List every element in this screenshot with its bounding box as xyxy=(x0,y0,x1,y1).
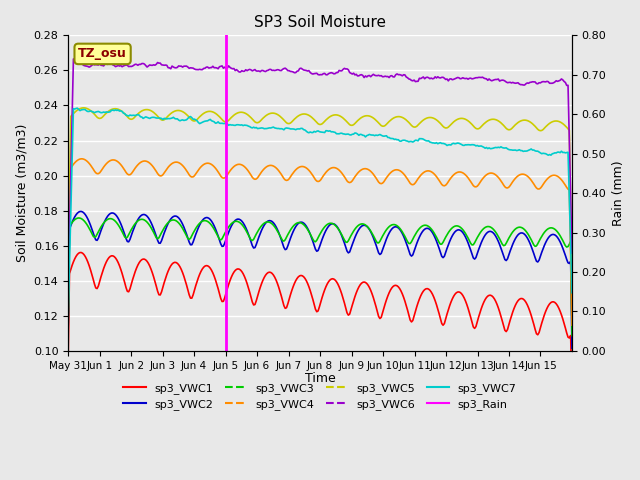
sp3_VWC6 xyxy=(83,63,90,69)
sp3_VWC4 xyxy=(500,182,508,188)
sp3_VWC1 xyxy=(566,335,573,341)
sp3_VWC4 xyxy=(566,187,573,193)
Text: TZ_osu: TZ_osu xyxy=(78,48,127,60)
sp3_VWC5 xyxy=(568,287,576,292)
sp3_VWC5 xyxy=(64,278,72,284)
sp3_VWC2 xyxy=(566,261,573,266)
sp3_VWC1 xyxy=(500,323,508,329)
sp3_VWC1 xyxy=(324,279,332,285)
sp3_VWC7 xyxy=(500,145,508,151)
sp3_VWC5 xyxy=(80,105,88,111)
sp3_VWC6 xyxy=(99,62,106,68)
sp3_VWC1 xyxy=(568,395,576,400)
Line: sp3_VWC2: sp3_VWC2 xyxy=(68,212,572,348)
Legend: sp3_VWC1, sp3_VWC2, sp3_VWC3, sp3_VWC4, sp3_VWC5, sp3_VWC6, sp3_VWC7, sp3_Rain: sp3_VWC1, sp3_VWC2, sp3_VWC3, sp3_VWC4, … xyxy=(119,378,521,415)
Title: SP3 Soil Moisture: SP3 Soil Moisture xyxy=(254,15,386,30)
sp3_VWC3 xyxy=(83,221,90,227)
sp3_VWC2 xyxy=(500,253,508,259)
sp3_VWC6 xyxy=(500,77,508,83)
Line: sp3_VWC6: sp3_VWC6 xyxy=(68,59,572,292)
sp3_VWC6 xyxy=(324,71,332,76)
sp3_VWC5 xyxy=(99,114,106,120)
sp3_VWC1 xyxy=(64,356,72,362)
sp3_VWC4 xyxy=(324,167,332,172)
sp3_VWC7 xyxy=(568,290,576,296)
sp3_VWC1 xyxy=(83,256,90,262)
sp3_VWC6 xyxy=(566,138,573,144)
Line: sp3_VWC7: sp3_VWC7 xyxy=(68,108,572,317)
sp3_VWC5 xyxy=(425,115,433,120)
sp3_VWC7 xyxy=(324,128,332,134)
sp3_VWC6 xyxy=(425,75,433,81)
Line: sp3_VWC5: sp3_VWC5 xyxy=(68,108,572,289)
sp3_VWC3 xyxy=(64,324,72,330)
sp3_VWC7 xyxy=(99,109,106,115)
sp3_VWC6 xyxy=(568,251,576,256)
sp3_VWC3 xyxy=(500,243,508,249)
sp3_VWC5 xyxy=(83,106,90,111)
sp3_VWC3 xyxy=(99,222,106,228)
Line: sp3_VWC4: sp3_VWC4 xyxy=(68,159,572,325)
sp3_VWC7 xyxy=(64,314,72,320)
sp3_VWC4 xyxy=(568,322,576,328)
sp3_VWC7 xyxy=(83,108,90,114)
sp3_VWC2 xyxy=(99,224,106,230)
sp3_VWC4 xyxy=(99,166,106,172)
sp3_VWC7 xyxy=(566,196,573,202)
sp3_VWC2 xyxy=(83,214,90,219)
sp3_VWC2 xyxy=(568,346,576,351)
sp3_VWC2 xyxy=(77,209,85,215)
sp3_VWC2 xyxy=(324,223,332,229)
sp3_VWC4 xyxy=(83,158,90,164)
sp3_VWC2 xyxy=(425,226,433,231)
sp3_VWC3 xyxy=(324,221,332,227)
X-axis label: Time: Time xyxy=(305,372,335,385)
sp3_VWC3 xyxy=(425,224,433,229)
Line: sp3_VWC1: sp3_VWC1 xyxy=(68,252,572,397)
sp3_VWC7 xyxy=(425,138,433,144)
sp3_VWC6 xyxy=(64,289,72,295)
sp3_VWC7 xyxy=(74,105,81,111)
sp3_VWC4 xyxy=(77,156,85,162)
sp3_VWC6 xyxy=(70,56,77,62)
sp3_VWC4 xyxy=(64,310,72,315)
Y-axis label: Rain (mm): Rain (mm) xyxy=(612,160,625,226)
sp3_VWC4 xyxy=(425,168,433,174)
sp3_VWC3 xyxy=(75,215,83,221)
sp3_VWC1 xyxy=(99,269,106,275)
sp3_VWC1 xyxy=(76,250,84,255)
sp3_VWC2 xyxy=(64,326,72,332)
sp3_VWC3 xyxy=(568,333,576,338)
sp3_VWC1 xyxy=(425,286,433,292)
Line: sp3_VWC3: sp3_VWC3 xyxy=(68,218,572,336)
Y-axis label: Soil Moisture (m3/m3): Soil Moisture (m3/m3) xyxy=(15,124,28,262)
sp3_VWC5 xyxy=(566,127,573,133)
sp3_VWC5 xyxy=(324,115,332,120)
sp3_VWC5 xyxy=(500,122,508,128)
sp3_VWC3 xyxy=(566,241,573,247)
